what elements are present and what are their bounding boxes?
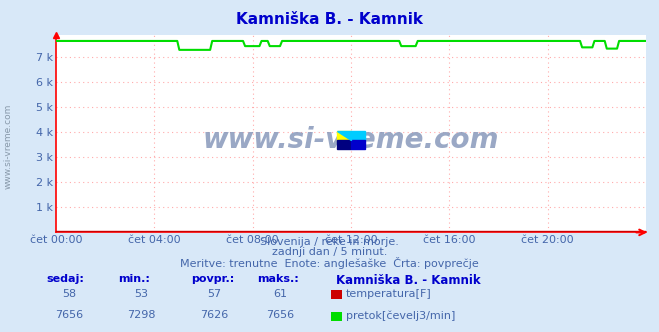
Text: 7656: 7656 xyxy=(55,310,83,320)
Bar xyxy=(337,140,351,149)
Text: sedaj:: sedaj: xyxy=(46,274,84,284)
Text: 7298: 7298 xyxy=(127,310,156,320)
Text: temperatura[F]: temperatura[F] xyxy=(346,289,432,299)
Text: Slovenija / reke in morje.: Slovenija / reke in morje. xyxy=(260,237,399,247)
Text: 7656: 7656 xyxy=(266,310,294,320)
Text: Meritve: trenutne  Enote: anglešaške  Črta: povprečje: Meritve: trenutne Enote: anglešaške Črta… xyxy=(180,257,479,269)
Polygon shape xyxy=(337,131,351,140)
Text: pretok[čevelj3/min]: pretok[čevelj3/min] xyxy=(346,310,455,321)
Text: 61: 61 xyxy=(273,289,287,299)
Bar xyxy=(337,131,351,140)
Text: 53: 53 xyxy=(134,289,149,299)
Text: www.si-vreme.com: www.si-vreme.com xyxy=(3,103,13,189)
Text: 7626: 7626 xyxy=(200,310,228,320)
Text: min.:: min.: xyxy=(119,274,150,284)
Bar xyxy=(351,140,365,149)
Text: maks.:: maks.: xyxy=(257,274,299,284)
Text: Kamniška B. - Kamnik: Kamniška B. - Kamnik xyxy=(336,274,480,287)
Text: 58: 58 xyxy=(62,289,76,299)
Text: 57: 57 xyxy=(207,289,221,299)
Text: zadnji dan / 5 minut.: zadnji dan / 5 minut. xyxy=(272,247,387,257)
Text: Kamniška B. - Kamnik: Kamniška B. - Kamnik xyxy=(236,12,423,27)
Text: povpr.:: povpr.: xyxy=(191,274,235,284)
Bar xyxy=(351,131,365,140)
Text: www.si-vreme.com: www.si-vreme.com xyxy=(203,125,499,154)
